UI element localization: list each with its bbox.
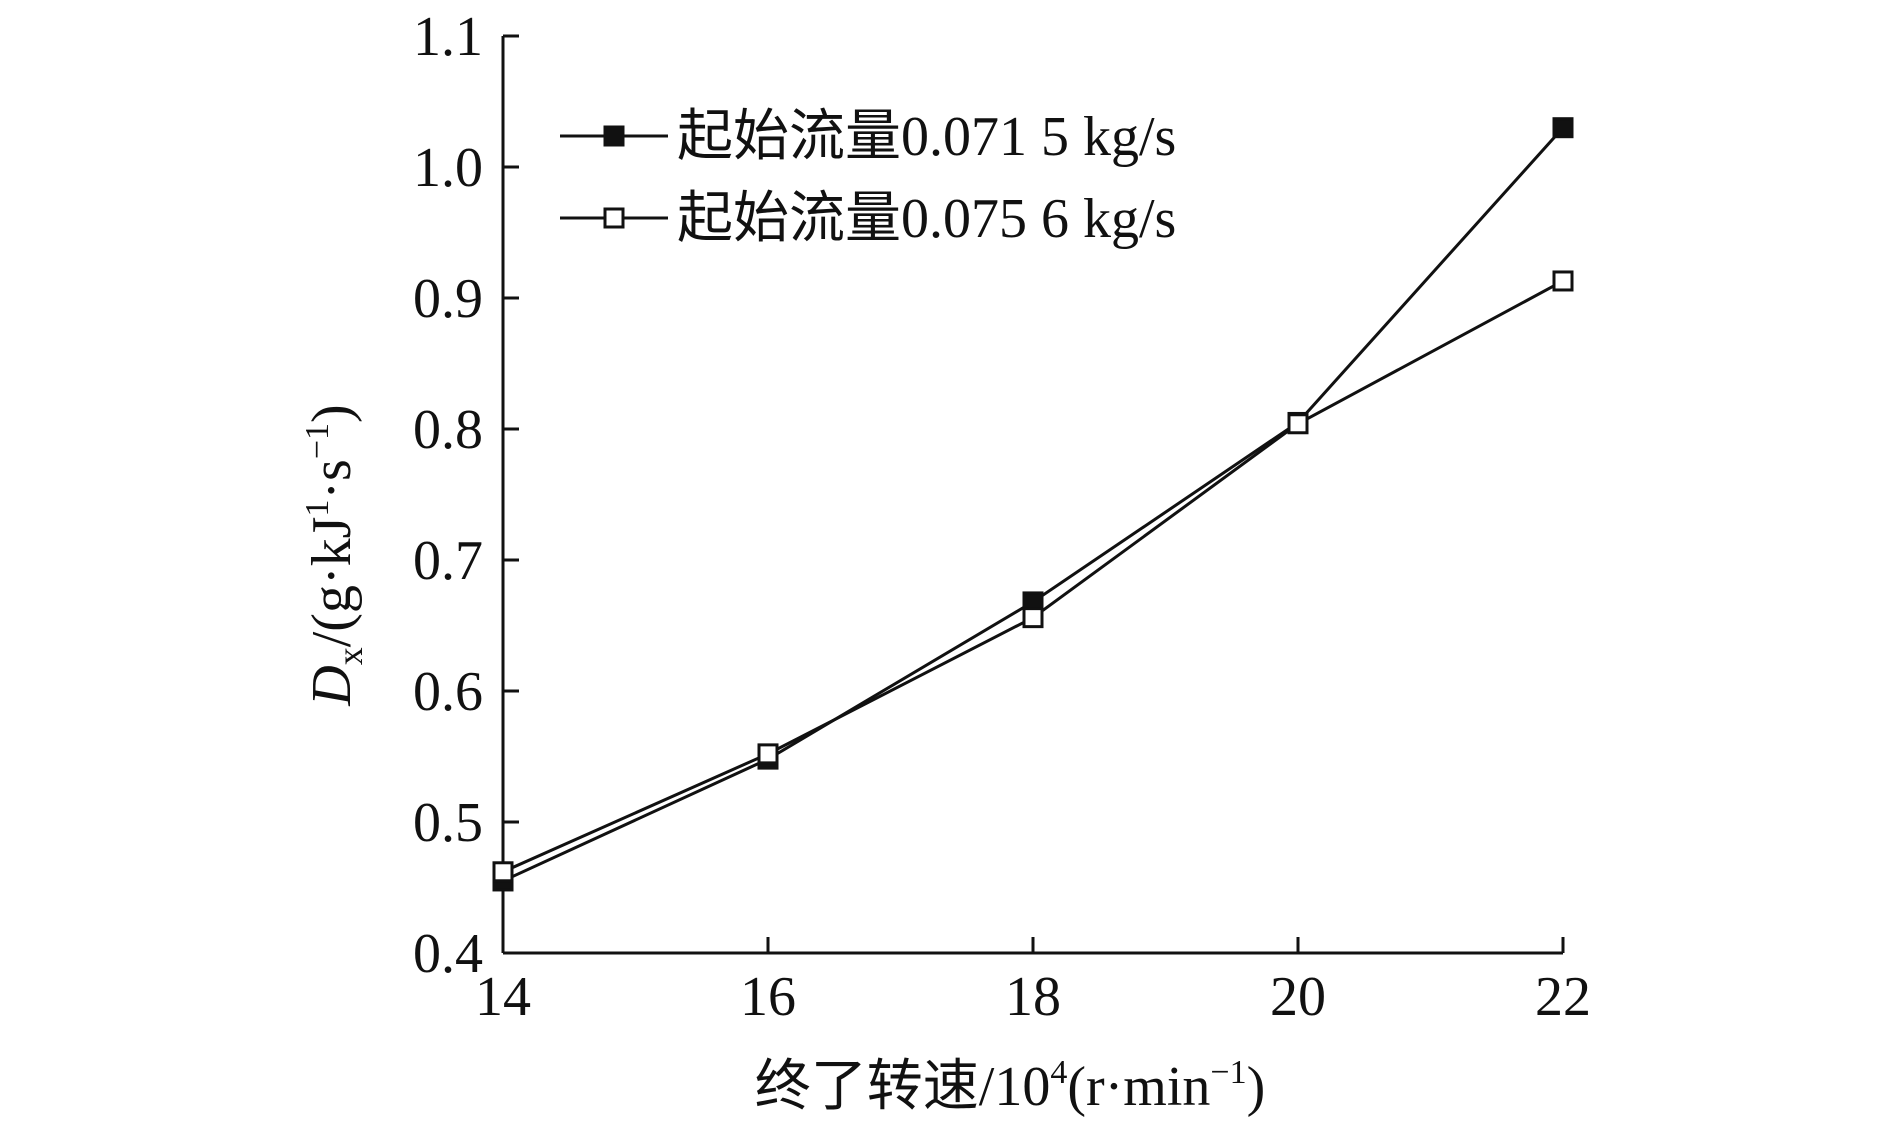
legend-label: 起始流量0.071 5 kg/s (677, 106, 1176, 168)
x-tick-label: 18 (1005, 966, 1061, 1028)
plot-area: 0.4 0.5 0.6 0.7 0.8 0.9 1.0 1.1 14 16 18 20 22 (413, 6, 1591, 1028)
x-axis-title-mid: (r·min (1067, 1056, 1210, 1118)
legend: 起始流量0.071 5 kg/s 起始流量0.075 6 kg/s (560, 106, 1176, 250)
x-tick-label: 20 (1270, 966, 1326, 1028)
x-axis-title-prefix: 终了转速/10 (755, 1056, 1051, 1118)
y-axis-title-exp1: 1 (299, 500, 336, 517)
legend-entry: 起始流量0.071 5 kg/s (560, 106, 1176, 168)
data-point (1022, 607, 1044, 629)
x-tick-label: 14 (475, 966, 531, 1028)
legend-marker (603, 207, 625, 229)
y-axis-title: Dx/(g·kJ1·s−1) (299, 404, 370, 706)
y-axis-title-mid: ·s (301, 459, 363, 499)
x-axis-title-exp2: −1 (1210, 1054, 1246, 1091)
data-point (1552, 117, 1574, 139)
x-axis-title-exp: 4 (1050, 1054, 1067, 1091)
y-tick-label: 0.9 (413, 268, 483, 330)
y-tick-label: 1.1 (413, 6, 483, 68)
data-point (1287, 413, 1309, 435)
x-tick-label: 16 (740, 966, 796, 1028)
data-point (492, 861, 514, 883)
y-axis-title-subscript: x (330, 647, 370, 665)
y-axis-title-suffix: ) (301, 404, 363, 423)
y-tick-label: 0.6 (413, 661, 483, 723)
series-2 (492, 270, 1574, 883)
y-axis-title-exp2: −1 (299, 423, 336, 459)
data-point (757, 743, 779, 765)
x-tick-label: 22 (1535, 966, 1591, 1028)
series-line (502, 279, 1564, 874)
y-tick-label: 0.5 (413, 792, 483, 854)
y-tick-label: 0.8 (413, 399, 483, 461)
x-axis-ticks: 14 16 18 20 22 (475, 937, 1591, 1028)
y-axis-title-symbol: D (301, 665, 363, 706)
legend-label: 起始流量0.075 6 kg/s (677, 188, 1176, 250)
y-tick-label: 0.4 (413, 923, 483, 985)
x-axis-title-suffix: ) (1247, 1056, 1266, 1118)
legend-marker (603, 125, 625, 147)
y-axis-title-pre: /(g·kJ (301, 517, 363, 648)
series-layer (492, 117, 1574, 892)
x-axis-title: 终了转速/104(r·min−1) (755, 1054, 1265, 1118)
y-axis-ticks: 0.4 0.5 0.6 0.7 0.8 0.9 1.0 1.1 (413, 6, 519, 985)
data-point (1552, 270, 1574, 292)
y-tick-label: 1.0 (413, 137, 483, 199)
legend-entry: 起始流量0.075 6 kg/s (560, 188, 1176, 250)
y-tick-label: 0.7 (413, 530, 483, 592)
